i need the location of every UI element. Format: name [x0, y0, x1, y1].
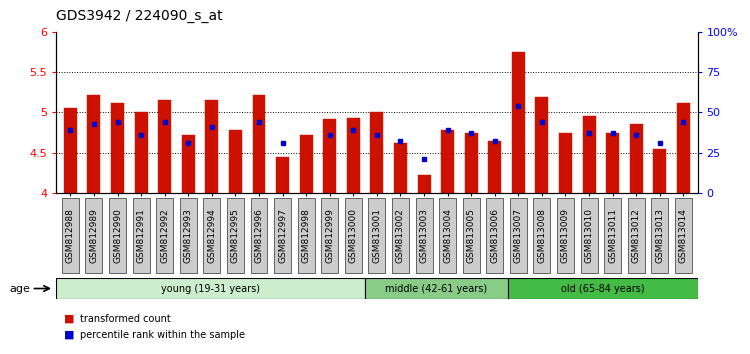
Text: transformed count: transformed count [80, 314, 171, 324]
FancyBboxPatch shape [675, 198, 692, 273]
FancyBboxPatch shape [392, 198, 409, 273]
Text: GSM813013: GSM813013 [656, 208, 664, 263]
Bar [300, 135, 313, 193]
Bar [508, 278, 698, 299]
Bar [229, 130, 242, 193]
Text: GSM812997: GSM812997 [278, 208, 287, 263]
Text: ■: ■ [64, 330, 74, 339]
Text: GSM812989: GSM812989 [89, 208, 98, 263]
Text: GSM812998: GSM812998 [302, 208, 310, 263]
Text: GSM813003: GSM813003 [419, 208, 428, 263]
FancyBboxPatch shape [651, 198, 668, 273]
Bar [465, 132, 478, 193]
Text: GSM813014: GSM813014 [679, 208, 688, 263]
Bar [111, 103, 124, 193]
Bar [253, 95, 266, 193]
FancyBboxPatch shape [203, 198, 220, 273]
FancyBboxPatch shape [557, 198, 574, 273]
Text: GSM813011: GSM813011 [608, 208, 617, 263]
Bar [653, 149, 666, 193]
Bar [182, 135, 195, 193]
FancyBboxPatch shape [580, 198, 598, 273]
Bar [64, 108, 77, 193]
Text: percentile rank within the sample: percentile rank within the sample [80, 330, 245, 339]
FancyBboxPatch shape [62, 198, 79, 273]
FancyBboxPatch shape [510, 198, 526, 273]
Bar [365, 278, 508, 299]
Text: GSM813002: GSM813002 [396, 208, 405, 263]
Text: GSM813012: GSM813012 [632, 208, 640, 263]
FancyBboxPatch shape [439, 198, 456, 273]
FancyBboxPatch shape [604, 198, 621, 273]
Bar [583, 116, 596, 193]
FancyBboxPatch shape [251, 198, 268, 273]
Bar [441, 130, 454, 193]
Text: GSM813004: GSM813004 [443, 208, 452, 263]
FancyBboxPatch shape [180, 198, 196, 273]
Text: GSM813005: GSM813005 [466, 208, 476, 263]
Text: ■: ■ [64, 314, 74, 324]
FancyBboxPatch shape [274, 198, 291, 273]
Text: GSM813001: GSM813001 [372, 208, 381, 263]
FancyBboxPatch shape [321, 198, 338, 273]
Text: GSM812996: GSM812996 [254, 208, 263, 263]
FancyBboxPatch shape [416, 198, 433, 273]
Bar [276, 157, 289, 193]
Text: old (65-84 years): old (65-84 years) [561, 284, 644, 293]
Bar [88, 95, 100, 193]
FancyBboxPatch shape [463, 198, 480, 273]
Bar [606, 132, 619, 193]
Text: GSM813008: GSM813008 [538, 208, 547, 263]
FancyBboxPatch shape [628, 198, 645, 273]
Text: young (19-31 years): young (19-31 years) [161, 284, 260, 293]
Bar [418, 175, 430, 193]
Bar [676, 103, 690, 193]
Bar [158, 100, 171, 193]
FancyBboxPatch shape [109, 198, 126, 273]
Bar [370, 113, 383, 193]
Text: GSM813007: GSM813007 [514, 208, 523, 263]
Text: GSM812994: GSM812994 [207, 208, 216, 263]
FancyBboxPatch shape [345, 198, 362, 273]
Text: GDS3942 / 224090_s_at: GDS3942 / 224090_s_at [56, 9, 223, 23]
Bar [630, 125, 643, 193]
Text: GSM813010: GSM813010 [584, 208, 593, 263]
Bar [559, 132, 572, 193]
Text: middle (42-61 years): middle (42-61 years) [386, 284, 488, 293]
FancyBboxPatch shape [298, 198, 315, 273]
Text: GSM812988: GSM812988 [66, 208, 75, 263]
FancyBboxPatch shape [533, 198, 550, 273]
Text: GSM812992: GSM812992 [160, 208, 170, 263]
Bar [206, 100, 218, 193]
FancyBboxPatch shape [133, 198, 149, 273]
Bar [346, 118, 360, 193]
FancyBboxPatch shape [368, 198, 386, 273]
Text: GSM813000: GSM813000 [349, 208, 358, 263]
Bar [512, 52, 525, 193]
Text: GSM813009: GSM813009 [561, 208, 570, 263]
Text: GSM812995: GSM812995 [231, 208, 240, 263]
Bar [135, 113, 148, 193]
Bar [488, 141, 501, 193]
Bar [536, 97, 548, 193]
FancyBboxPatch shape [227, 198, 244, 273]
Bar [56, 278, 365, 299]
Text: GSM812993: GSM812993 [184, 208, 193, 263]
Text: GSM813006: GSM813006 [490, 208, 500, 263]
Text: GSM812991: GSM812991 [136, 208, 146, 263]
Bar [323, 119, 336, 193]
Text: GSM812999: GSM812999 [326, 208, 334, 263]
Text: age: age [10, 284, 31, 293]
FancyBboxPatch shape [486, 198, 503, 273]
FancyBboxPatch shape [86, 198, 103, 273]
FancyBboxPatch shape [156, 198, 173, 273]
Bar [394, 143, 407, 193]
Text: GSM812990: GSM812990 [113, 208, 122, 263]
